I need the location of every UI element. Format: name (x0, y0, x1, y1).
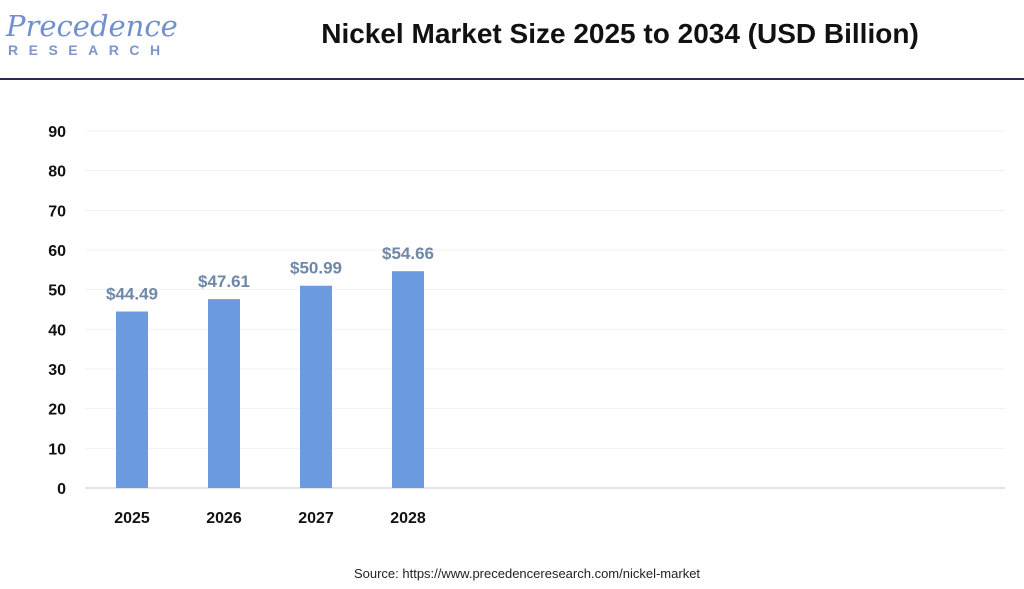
y-tick-label: 80 (48, 164, 66, 181)
data-label: $47.61 (198, 272, 250, 291)
header-divider (0, 78, 1024, 80)
y-tick-label: 20 (48, 402, 66, 419)
y-tick-label: 40 (48, 322, 66, 339)
logo-sub-text: RESEARCH (8, 42, 171, 58)
logo: Precedence RESEARCH (6, 9, 178, 58)
logo-main-text: Precedence (6, 9, 178, 43)
y-tick-label: 0 (57, 481, 66, 498)
bar-2028 (392, 271, 424, 488)
bar-2025 (116, 311, 148, 488)
data-label: $44.49 (106, 285, 158, 304)
y-tick-label: 50 (48, 283, 66, 300)
x-tick-label: 2028 (390, 510, 426, 527)
data-label: $50.99 (290, 259, 342, 278)
y-tick-label: 30 (48, 362, 66, 379)
x-tick-label: 2027 (298, 510, 334, 527)
y-tick-label: 90 (48, 124, 66, 141)
x-tick-label: 2026 (206, 510, 242, 527)
data-label: $54.66 (382, 244, 434, 263)
chart-title: Nickel Market Size 2025 to 2034 (USD Bil… (321, 18, 919, 49)
bar-2026 (208, 299, 240, 488)
y-tick-label: 10 (48, 441, 66, 458)
y-tick-label: 70 (48, 203, 66, 220)
source-text: Source: https://www.precedenceresearch.c… (353, 566, 701, 581)
bar-2027 (300, 285, 332, 488)
x-tick-label: 2025 (114, 510, 150, 527)
y-tick-label: 60 (48, 243, 66, 260)
